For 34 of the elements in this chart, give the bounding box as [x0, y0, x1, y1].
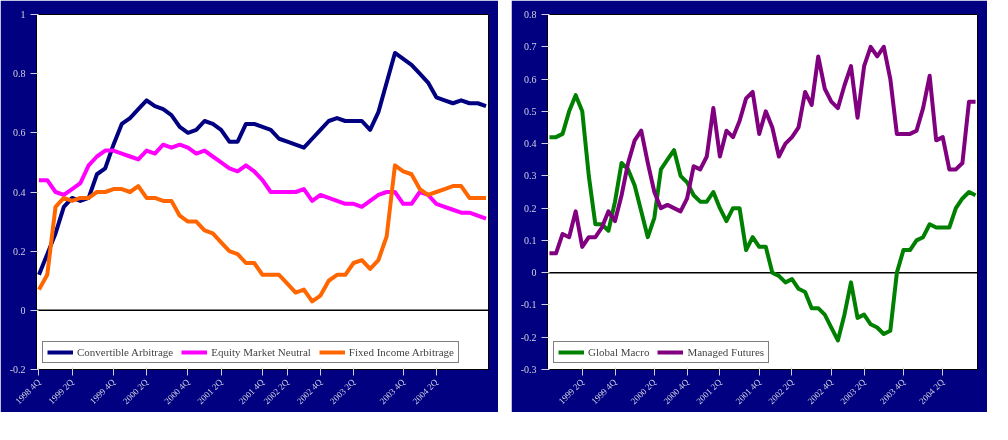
line-series: [36, 163, 489, 304]
y-tick-label: 0.6: [13, 127, 26, 139]
line-series: [36, 50, 489, 277]
legend-label: Managed Futures: [687, 346, 765, 358]
legend-label: Equity Market Neutral: [211, 346, 311, 358]
line-series: [547, 44, 978, 256]
y-tick-label: 0.8: [13, 68, 26, 80]
y-tick-label: 0: [20, 304, 26, 316]
x-tick-label: 1999 4Q: [589, 376, 619, 407]
y-tick-label: 0.6: [524, 73, 537, 85]
x-tick-label: 1999 2Q: [46, 376, 76, 407]
legend-label: Global Macro: [588, 346, 650, 358]
y-tick-label: 0.4: [13, 186, 26, 198]
y-tick-label: 0.1: [524, 234, 537, 246]
y-tick-label: 0.2: [13, 245, 26, 257]
y-tick-label: 0: [531, 267, 537, 279]
x-tick-label: 1999 4Q: [87, 376, 118, 407]
legend-label: Convertible Arbitrage: [77, 346, 174, 358]
y-tick-label: 0.3: [524, 170, 537, 182]
y-tick-label: 0.5: [524, 105, 537, 117]
y-tick-label: 0.8: [524, 9, 537, 20]
y-tick-label: 0.4: [524, 138, 537, 150]
y-tick-label: -0.2: [520, 331, 537, 343]
x-tick-label: 1999 2Q: [556, 376, 587, 407]
line-series: [547, 93, 978, 343]
y-tick-label: 0.7: [524, 41, 537, 53]
line-series: [36, 142, 489, 221]
y-tick-label: -0.1: [520, 299, 537, 311]
y-tick-label: 0.2: [524, 202, 537, 214]
y-tick-label: 1: [20, 9, 26, 20]
legend-label: Fixed Income Arbitrage: [348, 346, 454, 358]
y-tick-label: -0.3: [520, 364, 537, 375]
y-tick-label: -0.2: [9, 364, 26, 375]
x-tick-label: 1998 4Q: [13, 376, 43, 407]
